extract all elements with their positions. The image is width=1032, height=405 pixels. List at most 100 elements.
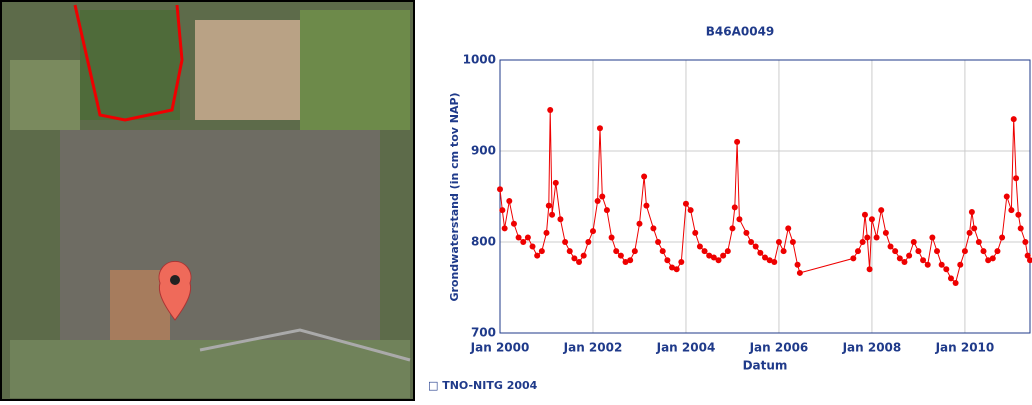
data-point <box>734 139 740 145</box>
data-point <box>597 125 603 131</box>
data-point <box>920 257 926 263</box>
data-point <box>753 244 759 250</box>
data-point <box>688 207 694 213</box>
x-tick-label: Jan 2004 <box>656 341 716 355</box>
data-point <box>915 248 921 254</box>
x-tick-label: Jan 2008 <box>842 341 902 355</box>
data-point <box>549 212 555 218</box>
data-point <box>618 253 624 259</box>
data-point <box>543 230 549 236</box>
data-point <box>599 194 605 200</box>
data-point <box>1015 212 1021 218</box>
data-point <box>530 244 536 250</box>
data-point <box>785 225 791 231</box>
data-point <box>683 201 689 207</box>
data-point <box>757 250 763 256</box>
village <box>60 130 380 350</box>
data-point <box>562 239 568 245</box>
data-point <box>771 259 777 265</box>
y-axis-label: Grondwaterstand (in cm tov NAP) <box>448 92 461 301</box>
data-point <box>678 259 684 265</box>
data-point <box>939 262 945 268</box>
data-point <box>720 253 726 259</box>
data-point <box>911 239 917 245</box>
data-point <box>604 207 610 213</box>
data-point <box>732 204 738 210</box>
data-point <box>874 234 880 240</box>
data-point <box>795 262 801 268</box>
data-point <box>643 203 649 209</box>
data-point <box>901 259 907 265</box>
data-point <box>499 207 505 213</box>
data-point <box>971 225 977 231</box>
data-point <box>929 234 935 240</box>
data-point <box>790 239 796 245</box>
data-point <box>546 203 552 209</box>
data-point <box>748 239 754 245</box>
field <box>195 20 305 120</box>
data-point <box>883 230 889 236</box>
data-point <box>976 239 982 245</box>
data-point <box>892 248 898 254</box>
data-point <box>716 257 722 263</box>
data-point <box>697 244 703 250</box>
data-point <box>567 248 573 254</box>
data-point <box>906 253 912 259</box>
data-point <box>650 225 656 231</box>
data-point <box>869 216 875 222</box>
data-point <box>990 255 996 261</box>
data-point <box>613 248 619 254</box>
x-tick-label: Jan 2002 <box>563 341 623 355</box>
chart-title: B46A0049 <box>706 25 775 39</box>
y-tick-label: 1000 <box>463 53 496 67</box>
map <box>1 1 414 400</box>
data-point <box>516 234 522 240</box>
page: B46A0049 Grondwaterstand (in cm tov NAP)… <box>0 0 1032 405</box>
y-tick-label: 700 <box>471 326 496 340</box>
data-point <box>1008 207 1014 213</box>
data-point <box>581 253 587 259</box>
data-point <box>585 239 591 245</box>
data-point <box>850 255 856 261</box>
data-point <box>934 248 940 254</box>
data-point <box>506 198 512 204</box>
y-tick-label: 800 <box>471 235 496 249</box>
data-point <box>994 248 1000 254</box>
data-point <box>595 198 601 204</box>
x-axis-label: Datum <box>743 359 788 373</box>
data-point <box>943 266 949 272</box>
data-point <box>632 248 638 254</box>
data-point <box>539 248 545 254</box>
data-point <box>590 228 596 234</box>
x-tick-label: Jan 2006 <box>749 341 809 355</box>
data-point <box>576 259 582 265</box>
data-point <box>641 173 647 179</box>
data-point <box>692 230 698 236</box>
field <box>80 10 180 120</box>
data-point <box>743 230 749 236</box>
data-point <box>729 225 735 231</box>
data-point <box>1011 116 1017 122</box>
data-point <box>925 262 931 268</box>
data-point <box>553 180 559 186</box>
data-point <box>525 234 531 240</box>
data-point <box>888 244 894 250</box>
data-point <box>674 266 680 272</box>
credit: □ TNO-NITG 2004 <box>428 379 538 392</box>
data-point <box>1013 175 1019 181</box>
field <box>10 60 80 130</box>
data-point <box>702 248 708 254</box>
map-pin-dot <box>170 275 180 285</box>
x-tick-label: Jan 2000 <box>470 341 530 355</box>
field <box>300 10 410 130</box>
data-point <box>725 248 731 254</box>
data-point <box>520 239 526 245</box>
data-point <box>502 225 508 231</box>
data-point <box>797 270 803 276</box>
data-point <box>736 216 742 222</box>
data-point <box>1004 194 1010 200</box>
data-point <box>781 248 787 254</box>
data-point <box>948 275 954 281</box>
data-point <box>862 212 868 218</box>
data-point <box>962 248 968 254</box>
